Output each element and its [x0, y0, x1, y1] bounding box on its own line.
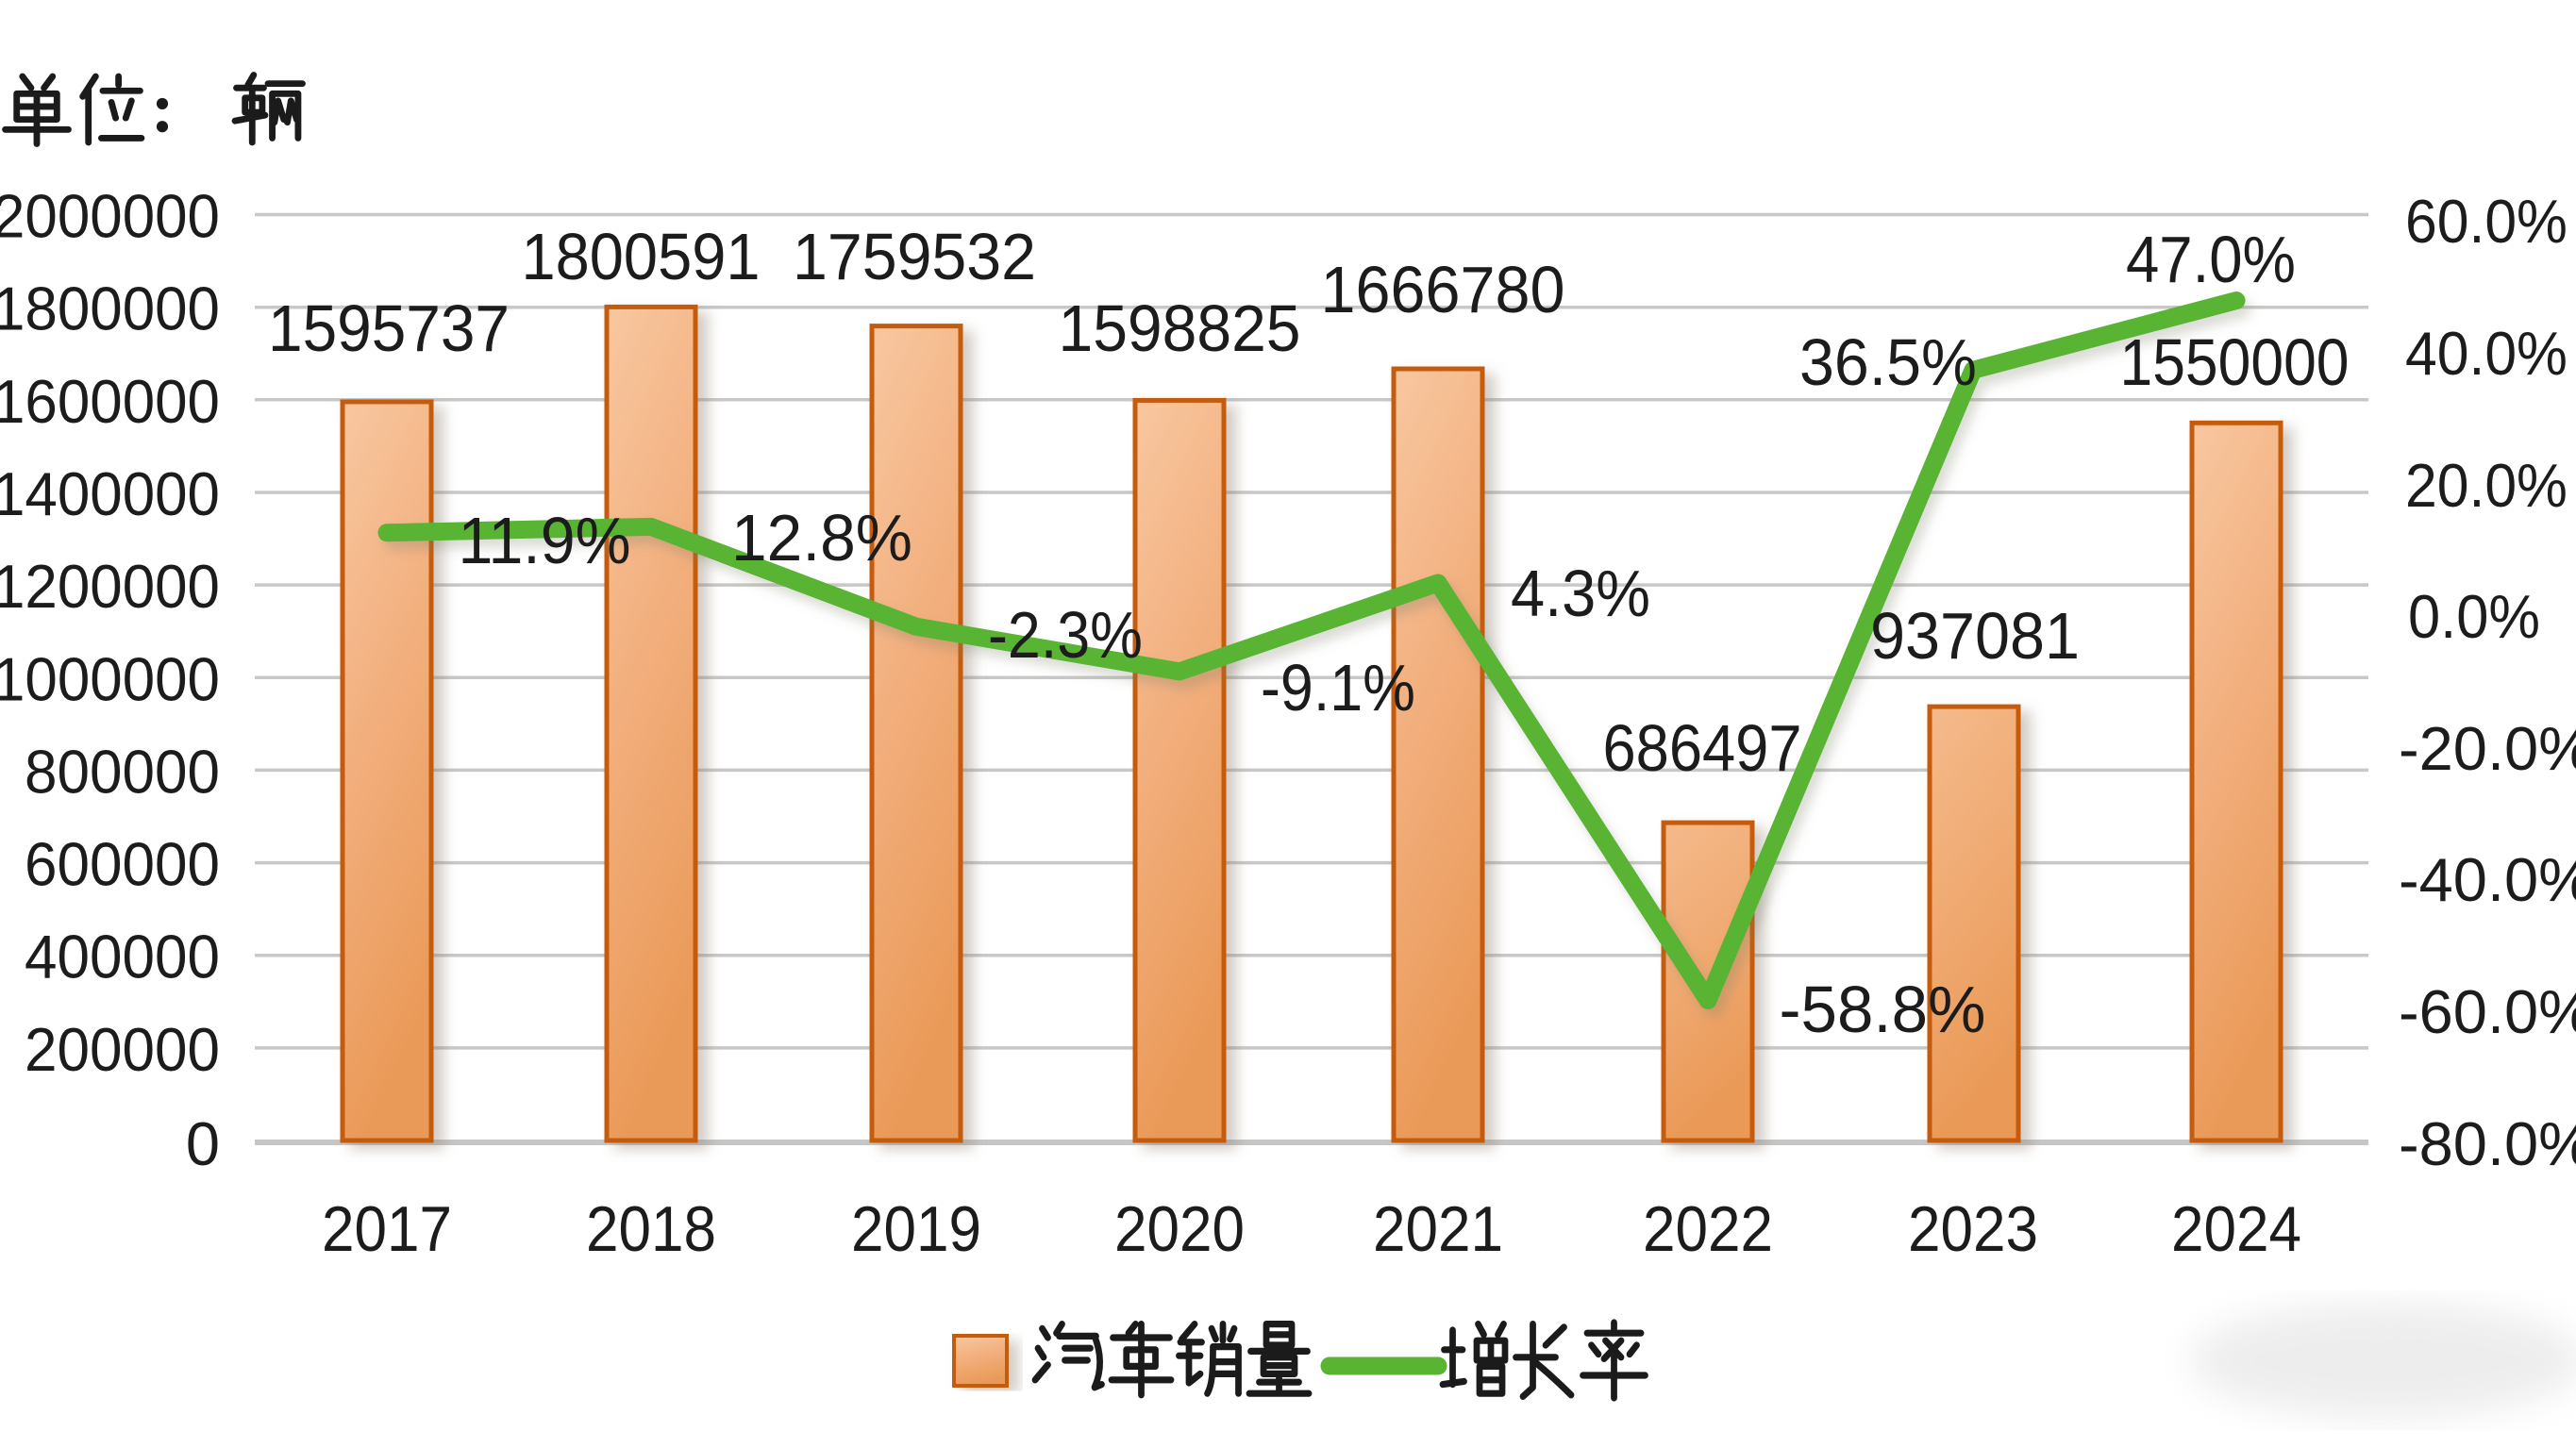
svg-text:36.5%: 36.5%	[1799, 325, 1977, 399]
svg-text:1595737: 1595737	[268, 291, 510, 365]
svg-text:686497: 686497	[1603, 711, 1802, 785]
svg-text:-9.1%: -9.1%	[1261, 651, 1415, 724]
svg-text:4.3%: 4.3%	[1511, 557, 1650, 630]
svg-text:2022: 2022	[1643, 1193, 1773, 1265]
svg-text:47.0%: 47.0%	[2126, 223, 2296, 296]
svg-text:600000: 600000	[25, 830, 220, 899]
svg-text:1550000: 1550000	[2120, 325, 2350, 399]
svg-text:-40.0%: -40.0%	[2399, 845, 2576, 914]
svg-text:0.0%: 0.0%	[2408, 582, 2540, 651]
svg-text:2017: 2017	[322, 1193, 452, 1265]
svg-text:2018: 2018	[586, 1193, 716, 1265]
svg-text:40.0%: 40.0%	[2405, 319, 2568, 388]
svg-text:2019: 2019	[851, 1193, 981, 1265]
svg-text:-60.0%: -60.0%	[2399, 977, 2576, 1046]
svg-text:2021: 2021	[1373, 1193, 1503, 1265]
svg-text:1000000: 1000000	[0, 644, 220, 713]
svg-text:1400000: 1400000	[0, 459, 220, 528]
svg-text:2023: 2023	[1908, 1193, 2038, 1265]
svg-text:12.8%: 12.8%	[731, 501, 912, 574]
svg-text:200000: 200000	[25, 1015, 220, 1084]
svg-text:2000000: 2000000	[0, 182, 220, 251]
svg-text:1800591: 1800591	[522, 220, 761, 293]
svg-text:2020: 2020	[1114, 1193, 1245, 1265]
svg-text:0: 0	[186, 1109, 220, 1178]
svg-text:-80.0%: -80.0%	[2399, 1109, 2576, 1178]
svg-text:60.0%: 60.0%	[2405, 187, 2568, 256]
svg-text:937081: 937081	[1870, 599, 2080, 673]
svg-text:-20.0%: -20.0%	[2399, 714, 2576, 783]
svg-text:11.9%: 11.9%	[459, 504, 631, 577]
svg-text:-2.3%: -2.3%	[988, 598, 1143, 672]
svg-text:1598825: 1598825	[1059, 291, 1301, 365]
svg-text:1200000: 1200000	[0, 552, 220, 621]
svg-text:1759532: 1759532	[793, 220, 1036, 293]
svg-text:-58.8%: -58.8%	[1780, 973, 1986, 1046]
svg-text:1666780: 1666780	[1321, 253, 1565, 326]
svg-text:400000: 400000	[25, 923, 220, 991]
svg-text:1600000: 1600000	[0, 367, 220, 436]
svg-text:2024: 2024	[2171, 1193, 2301, 1265]
svg-text:1800000: 1800000	[0, 275, 220, 343]
svg-text:20.0%: 20.0%	[2405, 451, 2568, 520]
svg-text:800000: 800000	[25, 737, 220, 806]
